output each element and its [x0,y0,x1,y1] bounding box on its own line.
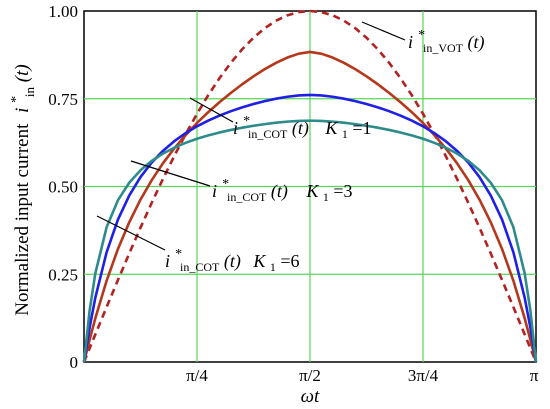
y-axis-label-arg: (t) [12,64,33,82]
annotation-leaders [96,21,406,251]
annotation-k6: i * in_COT (t) K 1 =6 [165,242,300,275]
leader-vot [361,21,406,41]
y-axis-label-text: Normalized input current [12,123,33,316]
tick-labels: 0 0.25 0.50 0.75 1.00 π/4 π/2 3π/4 π [48,2,538,385]
series-line-0 [82,9,538,363]
series-line-1 [82,50,538,363]
x-tick-label-2: π/2 [299,366,321,385]
annotation-k3: i * in_COT (t) K 1 =3 [212,172,353,205]
x-tick-label-1: π/4 [186,366,208,385]
leader-k1 [189,97,234,123]
series-group [82,9,538,363]
grid [84,11,536,362]
annotations: i * in_VOT (t) i * in_COT (t) K 1 =1 i *… [165,23,485,275]
y-axis-label-sup: * [9,96,24,103]
leader-k6 [96,215,166,251]
x-axis-label: ωt [301,386,320,407]
annotation-vot: i * in_VOT (t) [408,23,485,56]
annotation-k1: i * in_COT (t) K 1 =1 [233,109,372,142]
leader-k3 [130,160,211,187]
y-axis-label: Normalized input current i * in (t) [4,64,39,315]
y-tick-label-2: 0.50 [48,178,78,197]
y-tick-label-0: 0 [70,353,79,372]
y-tick-label-4: 1.00 [48,2,78,21]
svg-text:Normalized input current: Normalized input current i * in (t) [4,64,39,315]
x-tick-label-3: 3π/4 [408,366,439,385]
y-tick-label-1: 0.25 [48,265,78,284]
series-line-3 [82,119,538,363]
y-axis-label-sub: in [22,87,37,98]
y-tick-label-3: 0.75 [48,90,78,109]
y-axis-label-symbol: i [12,108,33,113]
x-tick-label-4: π [530,366,539,385]
